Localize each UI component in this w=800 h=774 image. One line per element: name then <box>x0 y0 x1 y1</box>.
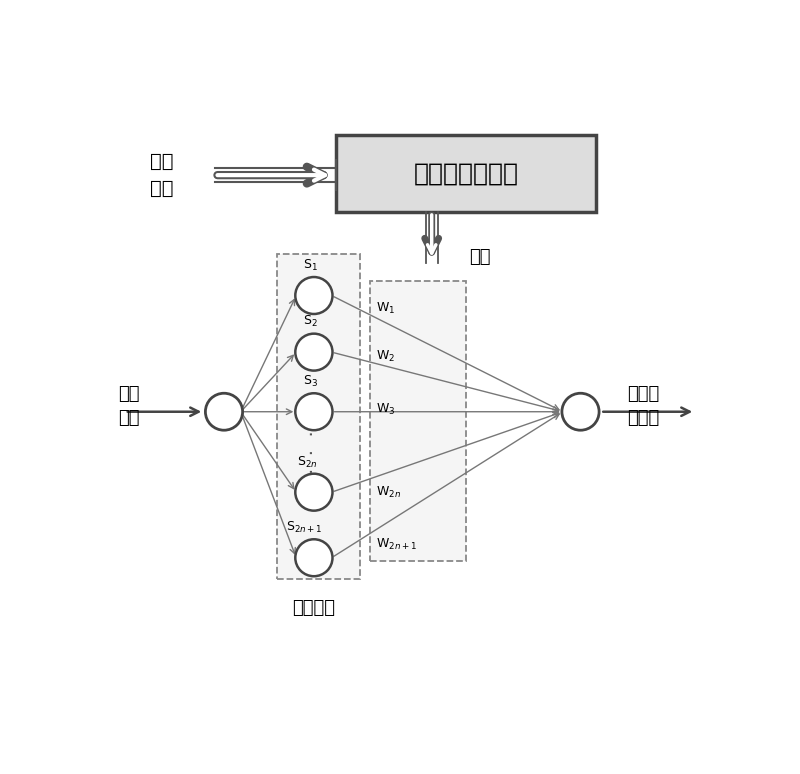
Ellipse shape <box>295 334 333 371</box>
Text: 补偿后: 补偿后 <box>627 385 659 402</box>
Text: W$_2$: W$_2$ <box>376 349 395 364</box>
Text: W$_1$: W$_1$ <box>376 301 395 316</box>
Ellipse shape <box>295 393 333 430</box>
Text: W$_3$: W$_3$ <box>376 402 395 417</box>
Text: S$_{2n}$: S$_{2n}$ <box>298 454 318 470</box>
Text: S$_3$: S$_3$ <box>303 374 318 389</box>
Ellipse shape <box>562 393 599 430</box>
Ellipse shape <box>295 539 333 576</box>
Text: 样本: 样本 <box>150 179 174 197</box>
Ellipse shape <box>295 474 333 511</box>
Text: S$_2$: S$_2$ <box>303 314 318 330</box>
Text: 角度: 角度 <box>118 409 140 426</box>
Text: 权值: 权值 <box>469 248 490 265</box>
Ellipse shape <box>206 393 242 430</box>
Ellipse shape <box>295 277 333 314</box>
Text: 的角度: 的角度 <box>627 409 659 426</box>
Text: S$_1$: S$_1$ <box>303 258 318 273</box>
Text: W$_{2n+1}$: W$_{2n+1}$ <box>376 537 417 552</box>
Bar <box>370 281 466 560</box>
Text: S$_{2n+1}$: S$_{2n+1}$ <box>286 520 323 535</box>
Text: 测量: 测量 <box>118 385 140 402</box>
Text: W$_{2n}$: W$_{2n}$ <box>376 485 401 500</box>
Text: 改进粒子群算法: 改进粒子群算法 <box>414 161 518 185</box>
Bar <box>336 135 596 212</box>
Text: 激发函数: 激发函数 <box>293 599 335 618</box>
Bar <box>277 254 360 579</box>
Text: ·  ·  ·: · · · <box>304 430 323 474</box>
Text: 训练: 训练 <box>150 152 174 171</box>
